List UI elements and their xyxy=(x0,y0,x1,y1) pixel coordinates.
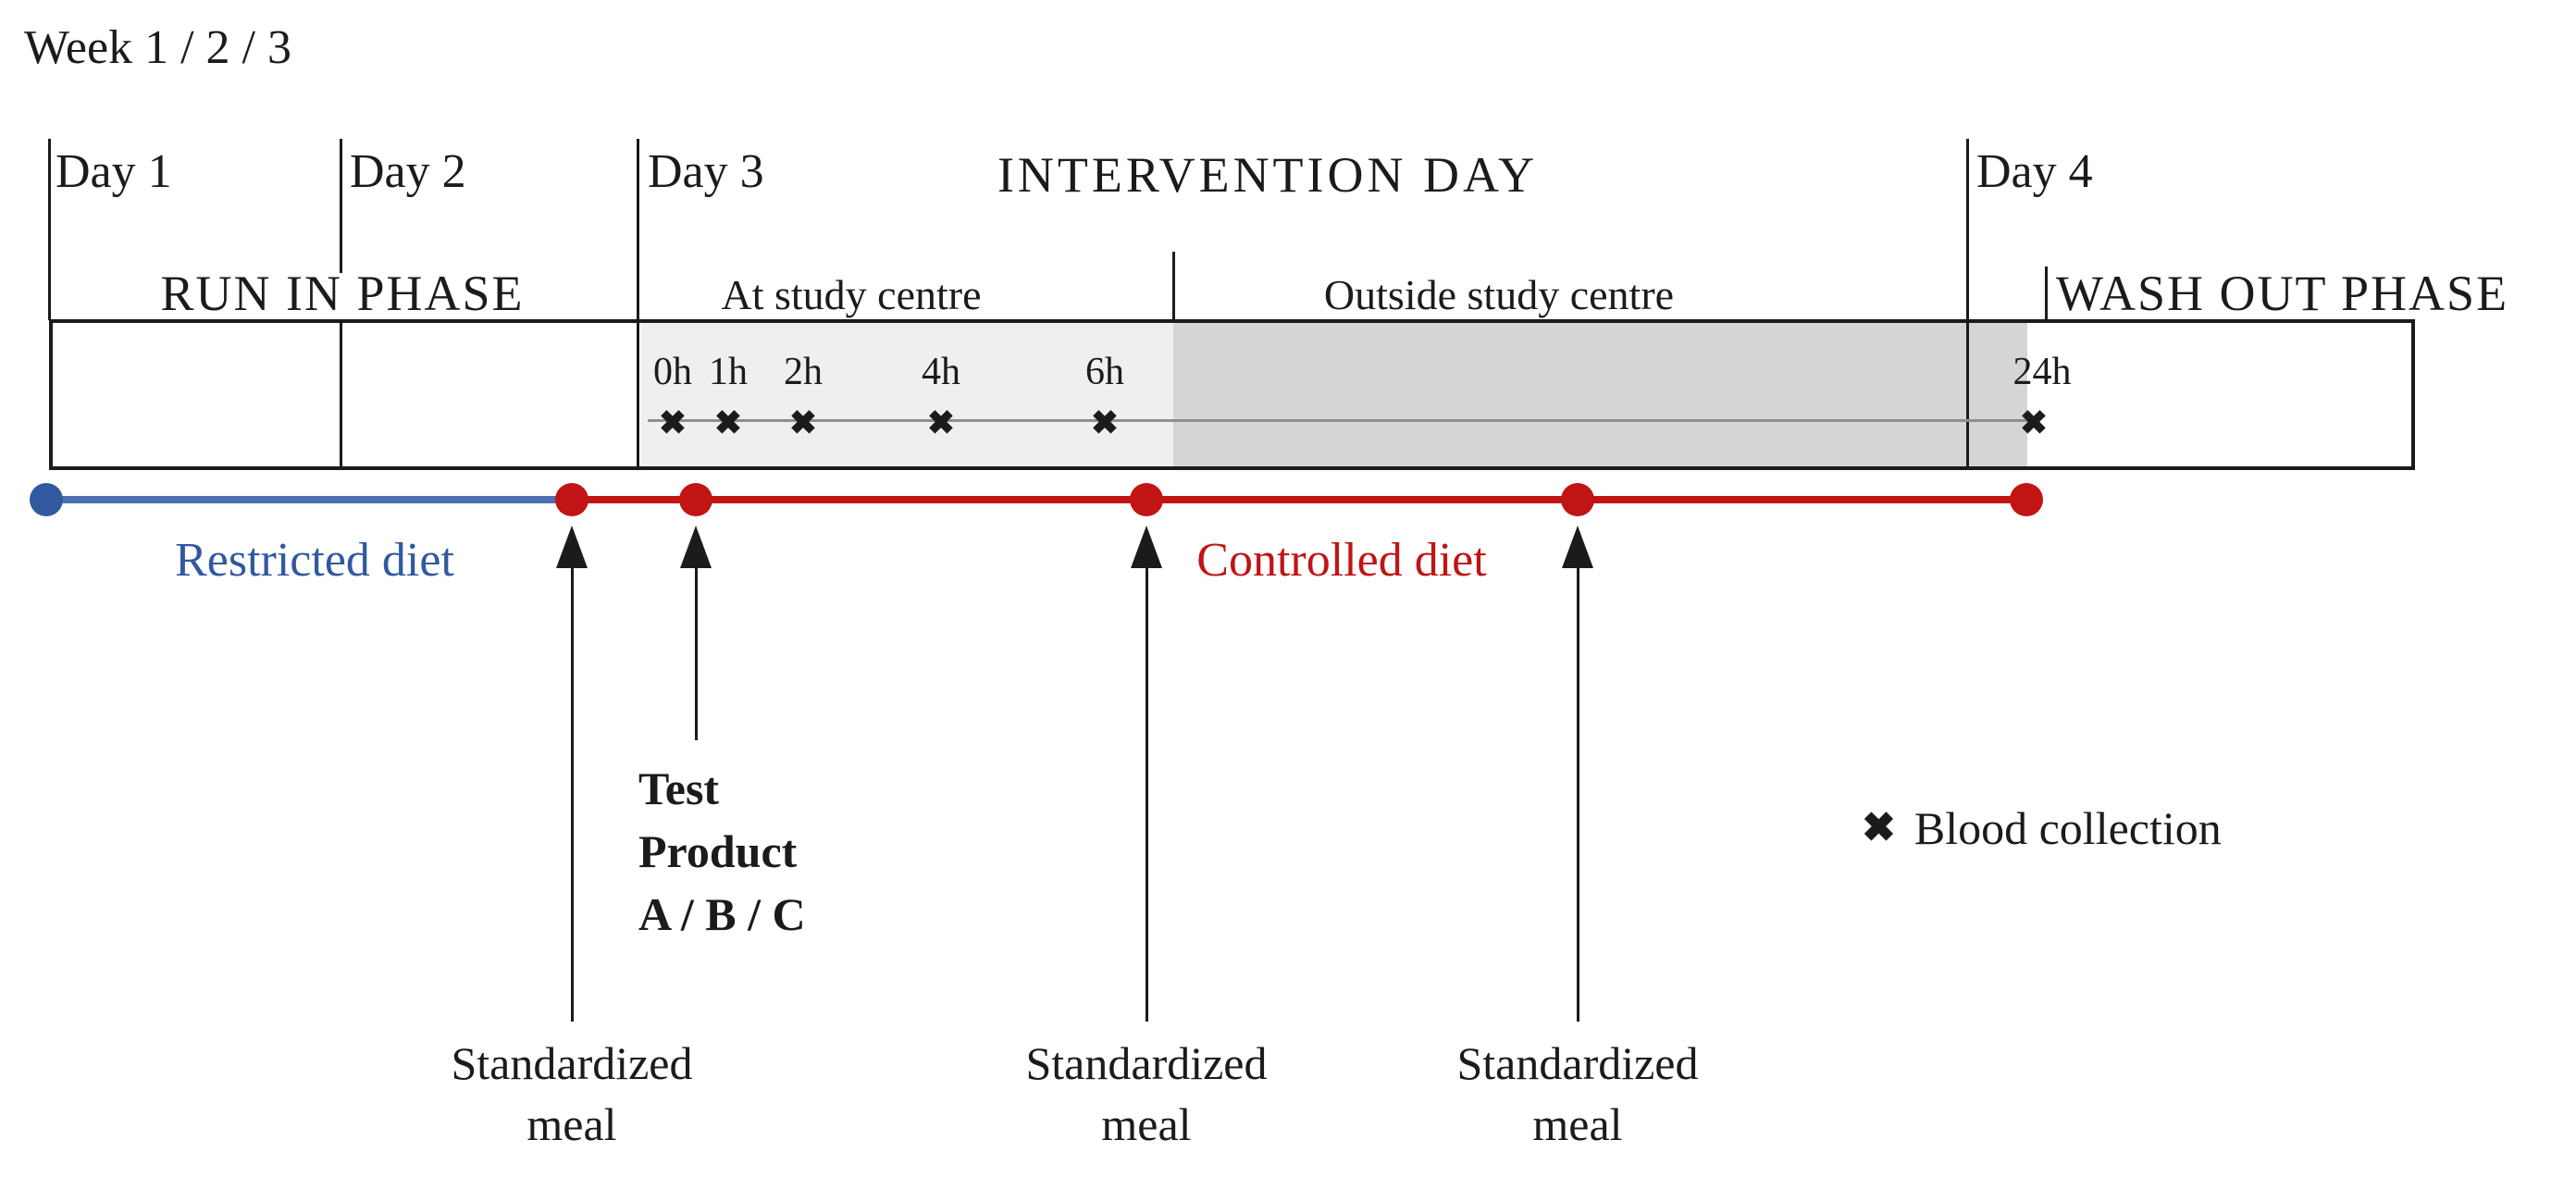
test-product-line2: Product xyxy=(638,825,798,877)
wash-out-tick xyxy=(2045,266,2048,319)
blood-collection-mark-2h: ✖ xyxy=(788,404,818,441)
day3-inner-divider xyxy=(637,323,639,466)
meal2-line1: Standardized xyxy=(1025,1037,1268,1089)
standardized-meal-label-3: Standardized meal xyxy=(1374,1033,1781,1155)
restricted-diet-label: Restricted diet xyxy=(175,534,454,587)
centre-divider-tick xyxy=(1172,252,1175,319)
controlled-diet-label: Controlled diet xyxy=(1196,534,1487,587)
meal3-line1: Standardized xyxy=(1456,1037,1699,1089)
day2-inner-divider xyxy=(340,323,342,466)
meal3-arrow-head xyxy=(1562,526,1593,568)
timeline-box xyxy=(49,319,2415,470)
restricted-diet-line xyxy=(46,496,572,503)
day2-tick xyxy=(340,139,342,273)
at-study-centre-label: At study centre xyxy=(721,271,982,318)
test-product-line3: A / B / C xyxy=(638,888,806,940)
wash-out-phase-label: WASH OUT PHASE xyxy=(2056,266,2509,321)
meal1-arrow-tail xyxy=(571,564,574,1022)
meal2-arrow-tail xyxy=(1146,564,1148,1022)
standardized-meal-label-1: Standardized meal xyxy=(368,1033,775,1155)
timepoint-label-4h: 4h xyxy=(922,351,960,393)
meal3-line2: meal xyxy=(1532,1098,1623,1150)
blood-collection-mark-4h: ✖ xyxy=(926,404,956,441)
timeline-dot-end xyxy=(2010,483,2043,516)
day1-tick xyxy=(48,139,51,320)
timeline-dot-meal1 xyxy=(555,483,588,516)
day1-label: Day 1 xyxy=(56,145,172,198)
outside-centre-shaded-region xyxy=(1173,323,2027,466)
run-in-phase-label: RUN IN PHASE xyxy=(160,266,525,321)
day2-label: Day 2 xyxy=(350,145,466,198)
controlled-diet-line xyxy=(572,496,2026,503)
test-product-arrow-head xyxy=(680,526,712,568)
timepoint-label-2h: 2h xyxy=(784,351,823,393)
standardized-meal-label-2: Standardized meal xyxy=(943,1033,1350,1155)
blood-collection-legend: ✖ Blood collection xyxy=(1862,801,2222,855)
test-product-label: Test Product A / B / C xyxy=(638,757,806,946)
meal1-line2: meal xyxy=(526,1098,617,1150)
blood-collection-legend-label: Blood collection xyxy=(1913,802,2222,854)
day4-label: Day 4 xyxy=(1976,145,2093,198)
blood-collection-mark-1h: ✖ xyxy=(713,404,743,441)
intervention-day-label: INTERVENTION DAY xyxy=(997,147,1539,203)
day3-label: Day 3 xyxy=(648,145,764,198)
at-centre-shaded-region xyxy=(640,323,1173,466)
day3-tick xyxy=(637,139,639,320)
meal1-arrow-head xyxy=(556,526,588,568)
timepoint-label-6h: 6h xyxy=(1085,351,1124,393)
meal2-line2: meal xyxy=(1101,1098,1192,1150)
timepoint-label-24h: 24h xyxy=(2012,351,2072,393)
test-product-line1: Test xyxy=(638,762,720,814)
meal2-arrow-head xyxy=(1131,526,1162,568)
day4-inner-divider xyxy=(1966,323,1969,466)
blood-collection-legend-icon: ✖ xyxy=(1862,805,1896,850)
week-title: Week 1 / 2 / 3 xyxy=(24,21,291,74)
sampling-line xyxy=(648,419,2037,422)
blood-collection-mark-0h: ✖ xyxy=(658,404,687,441)
test-product-arrow-tail xyxy=(695,564,698,740)
outside-study-centre-label: Outside study centre xyxy=(1323,271,1675,318)
timeline-dot-test-product xyxy=(679,483,712,516)
timeline-dot-meal2 xyxy=(1130,483,1163,516)
timepoint-label-1h: 1h xyxy=(709,351,748,393)
day4-tick xyxy=(1966,139,1969,320)
timepoint-label-0h: 0h xyxy=(653,351,692,393)
meal1-line1: Standardized xyxy=(451,1037,693,1089)
timeline-dot-meal3 xyxy=(1561,483,1594,516)
blood-collection-mark-6h: ✖ xyxy=(1090,404,1120,441)
timeline-dot-start xyxy=(30,483,63,516)
blood-collection-mark-24h: ✖ xyxy=(2019,404,2049,441)
meal3-arrow-tail xyxy=(1577,564,1579,1022)
